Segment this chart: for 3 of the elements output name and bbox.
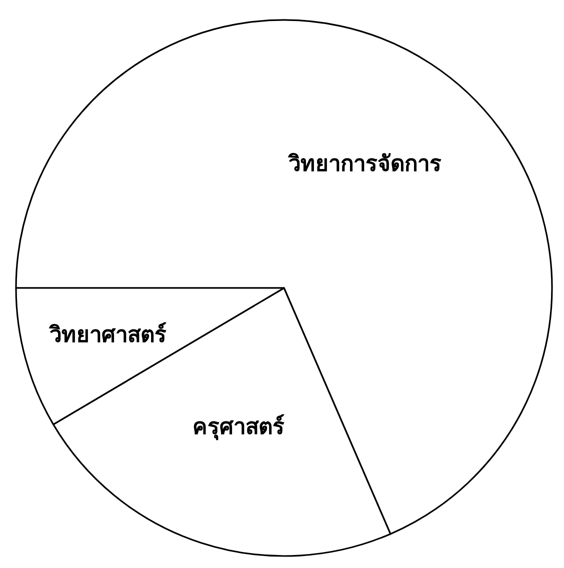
slice-label: ครุศาสตร์: [192, 414, 284, 442]
slice-label: วิทยาศาสตร์: [48, 322, 167, 348]
slice-label: วิทยาการจัดการ: [287, 152, 442, 177]
